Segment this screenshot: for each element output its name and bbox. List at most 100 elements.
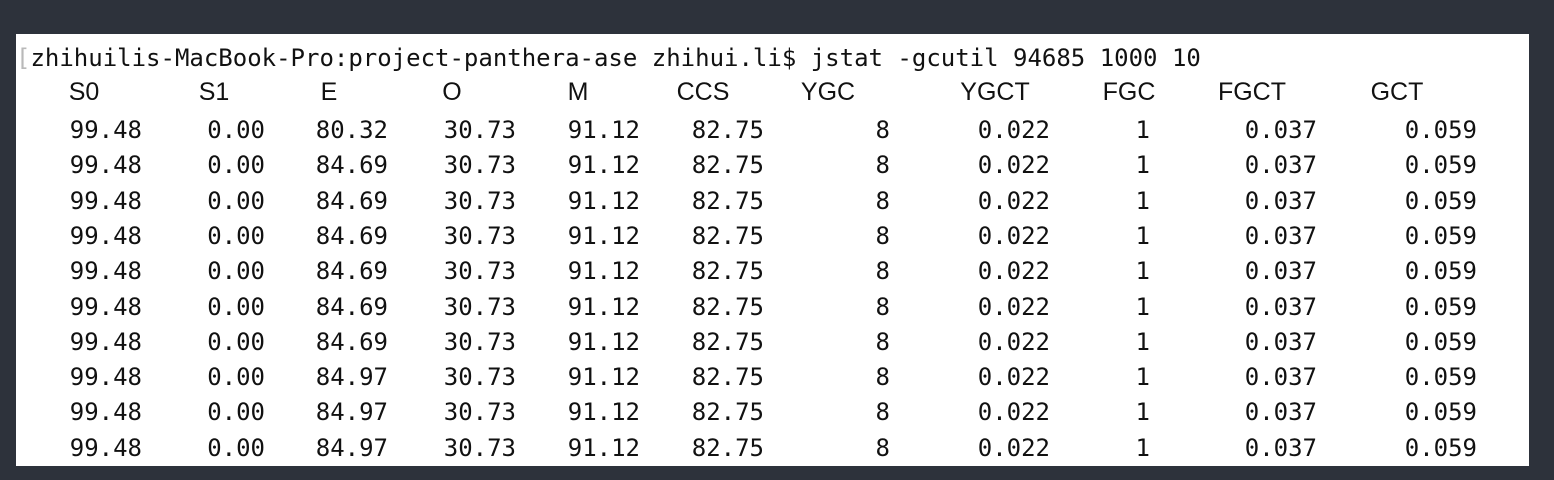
cell-e: 84.69 — [315, 151, 388, 179]
cell-ygct: 0.022 — [977, 363, 1050, 391]
cell-s0: 99.48 — [69, 151, 142, 179]
column-header-m: M — [567, 78, 589, 106]
column-header-ccs: CCS — [676, 78, 730, 106]
cell-fgct: 0.037 — [1244, 151, 1317, 179]
cell-fgc: 1 — [1135, 293, 1150, 321]
cell-fgc: 1 — [1135, 257, 1150, 285]
cell-s0: 99.48 — [69, 363, 142, 391]
cell-gct: 0.059 — [1404, 328, 1477, 356]
cell-m: 91.12 — [567, 116, 640, 144]
cell-ygc: 8 — [875, 398, 890, 426]
cell-ccs: 82.75 — [691, 434, 764, 462]
cell-ccs: 82.75 — [691, 398, 764, 426]
cell-m: 91.12 — [567, 398, 640, 426]
cell-e: 84.97 — [315, 434, 388, 462]
cell-fgc: 1 — [1135, 151, 1150, 179]
jstat-command: jstat -gcutil 94685 1000 10 — [810, 44, 1201, 72]
cell-m: 91.12 — [567, 187, 640, 215]
column-header-gct: GCT — [1370, 78, 1424, 106]
column-header-fgct: FGCT — [1217, 78, 1287, 106]
cell-ygc: 8 — [875, 222, 890, 250]
cell-s1: 0.00 — [207, 257, 265, 285]
cell-s0: 99.48 — [69, 434, 142, 462]
cell-o: 30.73 — [443, 434, 516, 462]
cell-fgc: 1 — [1135, 363, 1150, 391]
cell-fgct: 0.037 — [1244, 434, 1317, 462]
column-header-fgc: FGC — [1102, 78, 1156, 106]
cell-e: 84.69 — [315, 257, 388, 285]
cell-m: 91.12 — [567, 151, 640, 179]
cell-ygct: 0.022 — [977, 434, 1050, 462]
cell-ccs: 82.75 — [691, 187, 764, 215]
cell-s0: 99.48 — [69, 116, 142, 144]
cell-ccs: 82.75 — [691, 222, 764, 250]
cell-gct: 0.059 — [1404, 257, 1477, 285]
column-header-o: O — [442, 78, 462, 106]
cell-fgc: 1 — [1135, 328, 1150, 356]
column-header-s1: S1 — [198, 78, 230, 106]
cell-fgct: 0.037 — [1244, 222, 1317, 250]
cell-m: 91.12 — [567, 293, 640, 321]
cell-ygct: 0.022 — [977, 293, 1050, 321]
cell-ygct: 0.022 — [977, 257, 1050, 285]
prompt-bracket: [ — [16, 44, 31, 72]
cell-fgct: 0.037 — [1244, 116, 1317, 144]
cell-gct: 0.059 — [1404, 363, 1477, 391]
column-header-ygc: YGC — [800, 78, 856, 106]
cell-m: 91.12 — [567, 257, 640, 285]
cell-ygc: 8 — [875, 116, 890, 144]
command-line: [zhihuilis-MacBook-Pro:project-panthera-… — [16, 40, 1529, 76]
cell-e: 84.69 — [315, 293, 388, 321]
cell-ccs: 82.75 — [691, 151, 764, 179]
cell-s1: 0.00 — [207, 434, 265, 462]
cell-o: 30.73 — [443, 187, 516, 215]
cell-ygc: 8 — [875, 293, 890, 321]
cell-m: 91.12 — [567, 328, 640, 356]
cell-o: 30.73 — [443, 363, 516, 391]
column-header-ygct: YGCT — [960, 78, 1030, 106]
cell-fgct: 0.037 — [1244, 328, 1317, 356]
cell-o: 30.73 — [443, 257, 516, 285]
terminal-output[interactable]: [zhihuilis-MacBook-Pro:project-panthera-… — [16, 34, 1529, 466]
cell-o: 30.73 — [443, 398, 516, 426]
cell-m: 91.12 — [567, 434, 640, 462]
cell-e: 80.32 — [315, 116, 388, 144]
cell-gct: 0.059 — [1404, 398, 1477, 426]
cell-s1: 0.00 — [207, 187, 265, 215]
cell-s1: 0.00 — [207, 222, 265, 250]
cell-e: 84.69 — [315, 328, 388, 356]
cell-fgc: 1 — [1135, 398, 1150, 426]
cell-ccs: 82.75 — [691, 363, 764, 391]
cell-ygct: 0.022 — [977, 328, 1050, 356]
cell-gct: 0.059 — [1404, 293, 1477, 321]
cell-s0: 99.48 — [69, 187, 142, 215]
cell-ygct: 0.022 — [977, 222, 1050, 250]
cell-s1: 0.00 — [207, 328, 265, 356]
cell-e: 84.97 — [315, 398, 388, 426]
cell-ygct: 0.022 — [977, 187, 1050, 215]
column-header-e: E — [320, 78, 338, 106]
cell-e: 84.97 — [315, 363, 388, 391]
cell-gct: 0.059 — [1404, 151, 1477, 179]
cell-ygc: 8 — [875, 151, 890, 179]
cell-fgct: 0.037 — [1244, 398, 1317, 426]
cell-s1: 0.00 — [207, 363, 265, 391]
cell-o: 30.73 — [443, 151, 516, 179]
cell-s1: 0.00 — [207, 398, 265, 426]
cell-ccs: 82.75 — [691, 293, 764, 321]
shell-prompt: zhihuilis-MacBook-Pro:project-panthera-a… — [30, 44, 797, 72]
cell-m: 91.12 — [567, 363, 640, 391]
cell-e: 84.69 — [315, 222, 388, 250]
cell-ygct: 0.022 — [977, 151, 1050, 179]
cell-fgc: 1 — [1135, 434, 1150, 462]
cell-ygc: 8 — [875, 434, 890, 462]
cell-fgct: 0.037 — [1244, 187, 1317, 215]
cell-o: 30.73 — [443, 293, 516, 321]
cell-gct: 0.059 — [1404, 187, 1477, 215]
cell-fgc: 1 — [1135, 187, 1150, 215]
cell-fgct: 0.037 — [1244, 257, 1317, 285]
column-header-s0: S0 — [68, 78, 100, 106]
cell-s1: 0.00 — [207, 116, 265, 144]
cell-ygc: 8 — [875, 363, 890, 391]
cell-ccs: 82.75 — [691, 328, 764, 356]
